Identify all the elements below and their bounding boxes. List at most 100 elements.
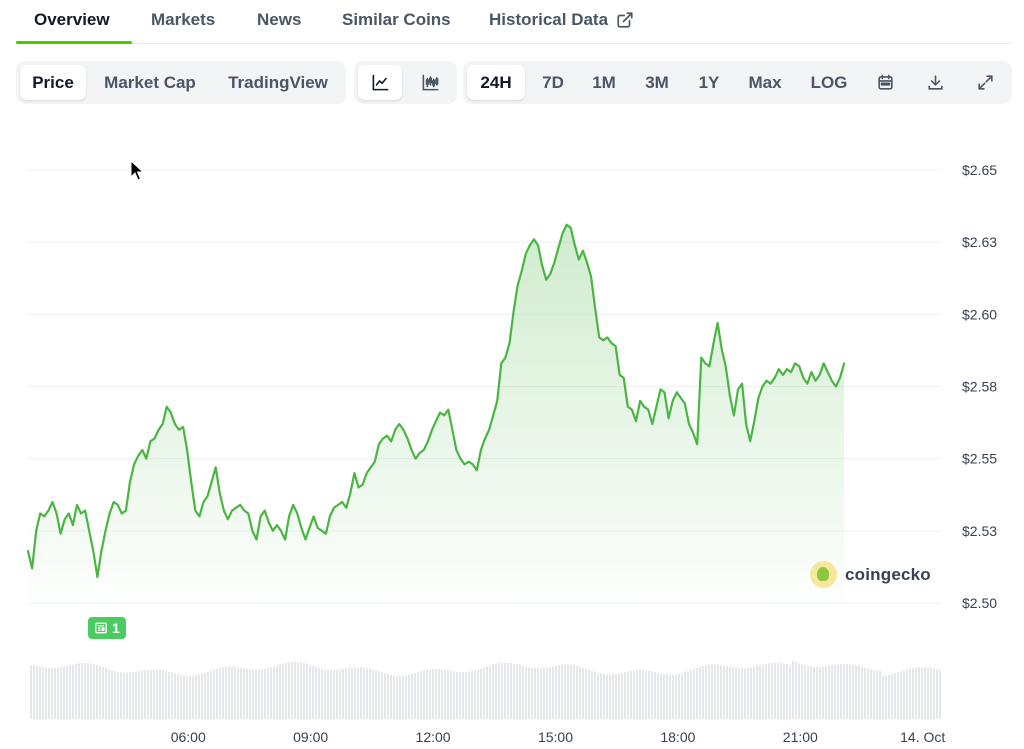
volume-bar	[720, 665, 722, 719]
market-cap-button[interactable]: Market Cap	[104, 73, 196, 92]
x-tick-label: 14. Oct	[900, 729, 945, 745]
tab-similar-coins-label: Similar Coins	[342, 10, 451, 29]
x-tick-label: 15:00	[538, 729, 573, 745]
volume-bar	[279, 664, 281, 719]
volume-bar	[105, 668, 107, 719]
expand-button[interactable]	[963, 65, 1007, 100]
line-chart-button[interactable]	[358, 65, 402, 100]
volume-bar	[429, 669, 431, 719]
volume-bar	[222, 667, 224, 719]
volume-bar	[855, 665, 857, 719]
volume-bar	[495, 663, 497, 719]
volume-bar	[72, 664, 74, 719]
range-1m-button[interactable]: 1M	[592, 73, 616, 92]
volume-bar	[756, 666, 758, 719]
volume-bar	[687, 671, 689, 719]
volume-bar	[165, 670, 167, 719]
volume-bar	[351, 667, 353, 719]
calendar-button[interactable]	[863, 65, 907, 100]
volume-bar	[879, 670, 881, 719]
volume-bar	[123, 672, 125, 719]
volume-bar	[357, 667, 359, 719]
volume-bar	[711, 664, 713, 719]
price-line	[26, 223, 846, 579]
volume-bar	[447, 670, 449, 719]
price-button[interactable]: Price	[20, 65, 86, 100]
tab-markets-label: Markets	[151, 10, 216, 29]
range-max-button[interactable]: Max	[748, 73, 782, 92]
volume-bar	[381, 672, 383, 719]
volume-bar	[483, 667, 485, 719]
volume-bar	[528, 667, 530, 719]
volume-bar	[897, 672, 899, 719]
volume-bar	[570, 664, 572, 719]
volume-bar	[819, 667, 821, 719]
volume-bar	[516, 664, 518, 719]
volume-bar	[564, 664, 566, 719]
volume-bar	[321, 668, 323, 719]
volume-bar	[360, 667, 362, 719]
volume-bar	[726, 666, 728, 719]
volume-bar	[375, 670, 377, 719]
volume-bar	[426, 669, 428, 719]
volume-bar	[738, 668, 740, 719]
volume-bar	[171, 672, 173, 719]
range-3m-button[interactable]: 3M	[645, 73, 669, 92]
tab-overview[interactable]: Overview	[34, 10, 110, 44]
volume-bar	[525, 666, 527, 719]
volume-bar	[894, 673, 896, 719]
tab-historical-data[interactable]: Historical Data	[489, 10, 634, 44]
volume-bar	[690, 670, 692, 719]
volume-bar	[117, 671, 119, 719]
volume-bar	[258, 669, 260, 719]
range-24h-button[interactable]: 24H	[467, 65, 525, 100]
volume-bar	[345, 668, 347, 719]
volume-bar	[909, 668, 911, 719]
volume-bar	[540, 668, 542, 719]
volume-bar	[504, 662, 506, 719]
y-tick-label: $2.65	[962, 162, 997, 178]
volume-bar	[546, 667, 548, 719]
volume-bar	[480, 668, 482, 719]
tab-similar-coins[interactable]: Similar Coins	[342, 10, 451, 44]
log-scale-button[interactable]: LOG	[810, 73, 848, 92]
volume-bar	[762, 664, 764, 719]
volume-bar	[141, 670, 143, 719]
volume-bar	[339, 669, 341, 719]
volume-bar	[654, 671, 656, 719]
download-button[interactable]	[913, 65, 957, 100]
tab-news[interactable]: News	[257, 10, 301, 44]
volume-bar	[273, 666, 275, 719]
volume-bar	[831, 665, 833, 719]
volume-bar	[108, 669, 110, 719]
volume-bar	[822, 666, 824, 719]
tab-markets[interactable]: Markets	[151, 10, 215, 44]
tradingview-button[interactable]: TradingView	[228, 73, 328, 92]
volume-bar	[255, 669, 257, 719]
volume-bar	[603, 674, 605, 719]
volume-bar	[438, 669, 440, 719]
volume-bar	[870, 669, 872, 719]
volume-bar	[858, 666, 860, 719]
volume-bar	[135, 671, 137, 719]
news-marker[interactable]: 1	[88, 617, 126, 639]
volume-bar	[834, 664, 836, 719]
volume-bar	[201, 673, 203, 719]
external-link-icon	[617, 12, 633, 28]
volume-bar	[888, 675, 890, 719]
volume-bar	[774, 662, 776, 719]
volume-bar	[378, 671, 380, 719]
volume-bar	[408, 674, 410, 719]
range-7d-button[interactable]: 7D	[542, 73, 564, 92]
range-1y-button[interactable]: 1Y	[698, 73, 720, 92]
volume-bar	[111, 670, 113, 719]
volume-bar	[783, 663, 785, 719]
volume-bar	[906, 669, 908, 719]
volume-bar	[219, 667, 221, 719]
volume-bar	[306, 664, 308, 719]
candlestick-button[interactable]	[408, 65, 452, 100]
volume-bar	[198, 674, 200, 719]
x-tick-label: 06:00	[171, 729, 206, 745]
volume-bar	[333, 670, 335, 719]
